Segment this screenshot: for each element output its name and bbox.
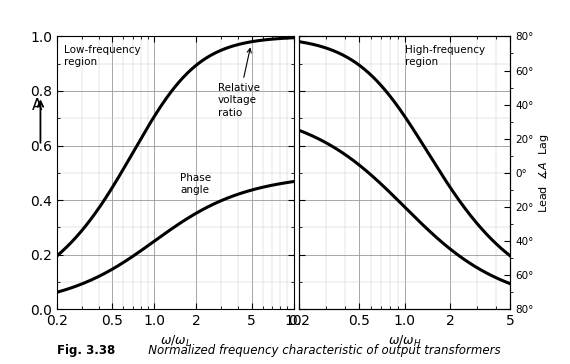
Text: Fig. 3.38: Fig. 3.38	[57, 344, 115, 357]
Text: Normalized frequency characteristic of output transformers: Normalized frequency characteristic of o…	[137, 344, 500, 357]
Text: Phase
angle: Phase angle	[180, 173, 211, 195]
Text: High-frequency
region: High-frequency region	[405, 44, 485, 67]
Text: Relative
voltage
ratio: Relative voltage ratio	[218, 48, 260, 118]
Y-axis label: Lead  $\measuredangle A$  Lag: Lead $\measuredangle A$ Lag	[536, 133, 551, 213]
X-axis label: $\omega/\omega_H$: $\omega/\omega_H$	[388, 334, 421, 349]
Text: A: A	[32, 98, 42, 113]
X-axis label: $\omega/\omega_L$: $\omega/\omega_L$	[160, 334, 191, 349]
Text: Low-frequency
region: Low-frequency region	[64, 44, 141, 67]
